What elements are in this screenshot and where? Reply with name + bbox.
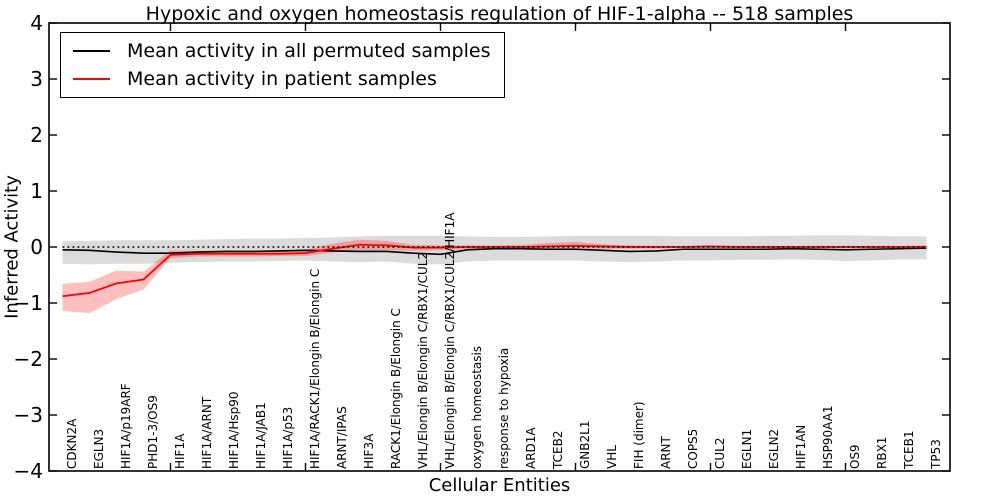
x-tick-label: HIF1A/p19ARF <box>118 383 133 469</box>
x-tick-label: HIF1A/ARNT <box>199 396 214 469</box>
y-tick-label: −3 <box>13 403 43 427</box>
y-tick-label: 0 <box>30 235 43 259</box>
x-tick-label: HIF1A <box>172 433 187 469</box>
legend-item-patient: Mean activity in patient samples <box>73 68 504 90</box>
axes-frame <box>48 22 951 472</box>
x-tick-label: ARNT/IPAS <box>334 406 349 469</box>
y-tick-label: 4 <box>30 11 43 35</box>
legend-label-patient: Mean activity in patient samples <box>127 68 437 91</box>
x-tick-label: PHD1-3/OS9 <box>145 395 160 469</box>
x-tick-label: ARD1A <box>523 427 538 469</box>
x-tick-label: FIH (dimer) <box>631 401 646 469</box>
x-tick-label: RBX1 <box>874 436 889 469</box>
x-tick-label: HIF3A <box>361 433 376 469</box>
x-tick-label: HIF1A/Hsp90 <box>226 391 241 469</box>
x-tick-label: GNB2L1 <box>577 420 592 469</box>
x-tick-label: HIF1A/RACK1/Elongin B/Elongin C <box>307 268 322 469</box>
legend-label-permuted: Mean activity in all permuted samples <box>127 39 491 62</box>
y-tick-label: 2 <box>30 123 43 147</box>
x-tick-label: ARNT <box>658 436 673 469</box>
x-tick-label: HSP90AA1 <box>820 405 835 469</box>
legend: Mean activity in all permuted samples Me… <box>60 32 505 98</box>
x-tick-label: VHL/Elongin B/Elongin C/RBX1/CUL2 <box>415 251 430 469</box>
permuted-line-sample <box>73 49 110 52</box>
x-tick-label: TP53 <box>928 439 943 469</box>
y-tick-label: −4 <box>13 459 43 483</box>
x-tick-label: EGLN1 <box>739 428 754 469</box>
x-tick-label: HIF1A/JAB1 <box>253 402 268 469</box>
x-tick-label: EGLN3 <box>91 428 106 469</box>
y-tick-label: 3 <box>30 67 43 91</box>
x-tick-label: TCEB1 <box>901 430 916 469</box>
x-tick-label: RACK1/Elongin B/Elongin C <box>388 308 403 469</box>
chart-title: Hypoxic and oxygen homeostasis regulatio… <box>145 3 854 25</box>
x-tick-label: CUL2 <box>712 437 727 469</box>
y-tick-label: 1 <box>30 179 43 203</box>
permuted-confidence-band <box>62 235 927 265</box>
x-tick-label: response to hypoxia <box>496 347 511 469</box>
permuted-line <box>62 247 927 256</box>
x-tick-label: TCEB2 <box>550 430 565 469</box>
x-tick-label: HIF1AN <box>793 424 808 469</box>
x-tick-label: VHL/Elongin B/Elongin C/RBX1/CUL2/HIF1A <box>442 212 457 469</box>
patient-line-sample <box>73 78 110 81</box>
x-tick-label: HIF1A/p53 <box>280 406 295 469</box>
legend-item-permuted: Mean activity in all permuted samples <box>73 40 504 62</box>
x-tick-label: VHL <box>604 445 619 469</box>
x-tick-label: oxygen homeostasis <box>469 345 484 469</box>
y-tick-label: −2 <box>13 347 43 371</box>
y-tick-label: −1 <box>13 291 43 315</box>
x-tick-label: EGLN2 <box>766 428 781 469</box>
x-tick-label: COPS5 <box>685 428 700 469</box>
x-tick-label: OS9 <box>847 444 862 469</box>
x-axis-label: Cellular Entities <box>428 475 571 496</box>
x-tick-label: CDKN2A <box>64 418 79 469</box>
